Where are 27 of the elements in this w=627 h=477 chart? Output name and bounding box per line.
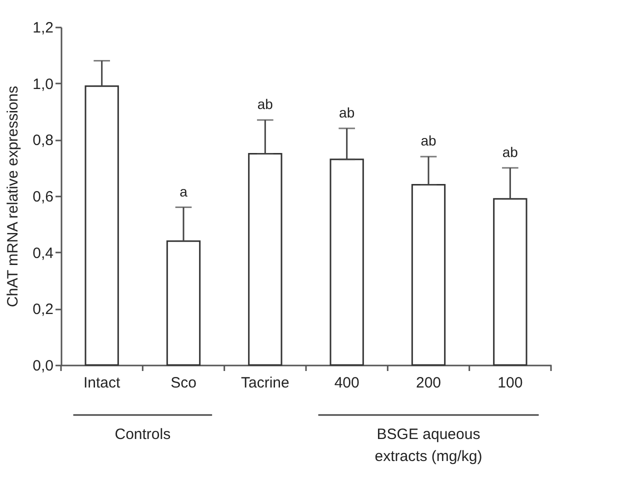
y-tick-label: 1,0 bbox=[32, 76, 54, 93]
annotation: ab bbox=[502, 144, 518, 160]
x-tick-label: Sco bbox=[170, 374, 196, 392]
annotation: ab bbox=[257, 96, 274, 112]
text: Controls bbox=[114, 426, 171, 443]
x-tick-label: Tacrine bbox=[240, 374, 290, 392]
bar bbox=[493, 198, 528, 366]
bar bbox=[330, 158, 364, 366]
bar bbox=[248, 153, 282, 366]
bar bbox=[84, 85, 119, 366]
y-tick-label: 0,2 bbox=[32, 301, 54, 318]
y-tick-label: 0,0 bbox=[32, 358, 54, 374]
x-tick-label: Intact bbox=[83, 374, 122, 392]
bar bbox=[166, 240, 201, 366]
y-tick-label: 0,8 bbox=[32, 132, 54, 150]
x-tick-label: 100 bbox=[498, 374, 523, 392]
x-tick-label: 200 bbox=[416, 374, 442, 392]
y-tick-label: 1,2 bbox=[32, 20, 54, 36]
text: BSGE aqueous extracts (mg/kg) bbox=[374, 426, 482, 465]
annotation: ab bbox=[339, 104, 355, 120]
bar bbox=[411, 184, 446, 366]
y-tick-label: 0,4 bbox=[32, 244, 54, 262]
y-axis-title: ChAT mRNA relative expressions bbox=[4, 86, 22, 308]
annotation: ab bbox=[420, 132, 436, 149]
y-tick-label: 0,6 bbox=[32, 188, 54, 206]
x-tick-label: 400 bbox=[334, 374, 360, 392]
annotation: a bbox=[180, 183, 188, 200]
